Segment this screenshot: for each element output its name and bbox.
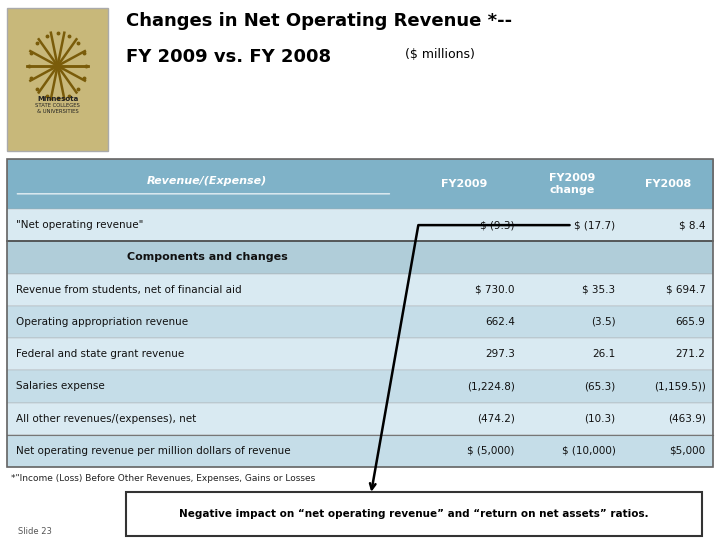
- Text: All other revenues/(expenses), net: All other revenues/(expenses), net: [16, 414, 196, 424]
- Text: Negative impact on “net operating revenue” and “return on net assets” ratios.: Negative impact on “net operating revenu…: [179, 509, 649, 519]
- FancyBboxPatch shape: [126, 492, 702, 536]
- Text: Federal and state grant revenue: Federal and state grant revenue: [16, 349, 184, 359]
- Text: $ (5,000): $ (5,000): [467, 446, 515, 456]
- Text: Slide 23: Slide 23: [18, 526, 52, 536]
- Text: $ 35.3: $ 35.3: [582, 285, 616, 295]
- Text: FY2009
change: FY2009 change: [549, 173, 595, 195]
- Text: FY2008: FY2008: [644, 179, 691, 189]
- Text: (1,224.8): (1,224.8): [467, 381, 515, 391]
- Text: *"Income (Loss) Before Other Revenues, Expenses, Gains or Losses: *"Income (Loss) Before Other Revenues, E…: [11, 474, 315, 483]
- Text: 26.1: 26.1: [593, 349, 616, 359]
- FancyBboxPatch shape: [7, 209, 713, 241]
- Text: (474.2): (474.2): [477, 414, 515, 424]
- FancyBboxPatch shape: [7, 338, 713, 370]
- Text: Components and changes: Components and changes: [127, 252, 287, 262]
- Text: (1,159.5)): (1,159.5)): [654, 381, 706, 391]
- Text: (463.9): (463.9): [667, 414, 706, 424]
- Text: Operating appropriation revenue: Operating appropriation revenue: [16, 317, 188, 327]
- Text: $ 8.4: $ 8.4: [679, 220, 706, 230]
- Text: Minnesota: Minnesota: [37, 96, 78, 102]
- Text: (65.3): (65.3): [585, 381, 616, 391]
- FancyBboxPatch shape: [7, 159, 713, 209]
- Text: FY2009: FY2009: [441, 179, 487, 189]
- Text: 271.2: 271.2: [676, 349, 706, 359]
- Text: Net operating revenue per million dollars of revenue: Net operating revenue per million dollar…: [16, 446, 290, 456]
- Text: & UNIVERSITIES: & UNIVERSITIES: [37, 109, 78, 114]
- FancyBboxPatch shape: [7, 370, 713, 402]
- Text: Revenue from students, net of financial aid: Revenue from students, net of financial …: [16, 285, 241, 295]
- Text: 665.9: 665.9: [676, 317, 706, 327]
- FancyBboxPatch shape: [7, 403, 713, 435]
- Text: (3.5): (3.5): [591, 317, 616, 327]
- FancyBboxPatch shape: [7, 274, 713, 306]
- Text: 297.3: 297.3: [485, 349, 515, 359]
- Text: Revenue/(Expense): Revenue/(Expense): [147, 177, 267, 186]
- Text: Salaries expense: Salaries expense: [16, 381, 104, 391]
- Text: (10.3): (10.3): [585, 414, 616, 424]
- Text: $ (17.7): $ (17.7): [575, 220, 616, 230]
- Text: 662.4: 662.4: [485, 317, 515, 327]
- Text: FY 2009 vs. FY 2008: FY 2009 vs. FY 2008: [126, 48, 331, 65]
- Text: "Net operating revenue": "Net operating revenue": [16, 220, 143, 230]
- FancyBboxPatch shape: [7, 8, 108, 151]
- Text: $ (10,000): $ (10,000): [562, 446, 616, 456]
- Text: $ 730.0: $ 730.0: [475, 285, 515, 295]
- Text: $ (9.3): $ (9.3): [480, 220, 515, 230]
- Text: $ 694.7: $ 694.7: [666, 285, 706, 295]
- FancyBboxPatch shape: [7, 306, 713, 338]
- Text: Changes in Net Operating Revenue *--: Changes in Net Operating Revenue *--: [126, 12, 512, 30]
- FancyBboxPatch shape: [7, 241, 713, 273]
- Text: STATE COLLEGES: STATE COLLEGES: [35, 103, 80, 108]
- Text: ($ millions): ($ millions): [401, 48, 475, 60]
- Text: $5,000: $5,000: [670, 446, 706, 456]
- FancyBboxPatch shape: [7, 435, 713, 467]
